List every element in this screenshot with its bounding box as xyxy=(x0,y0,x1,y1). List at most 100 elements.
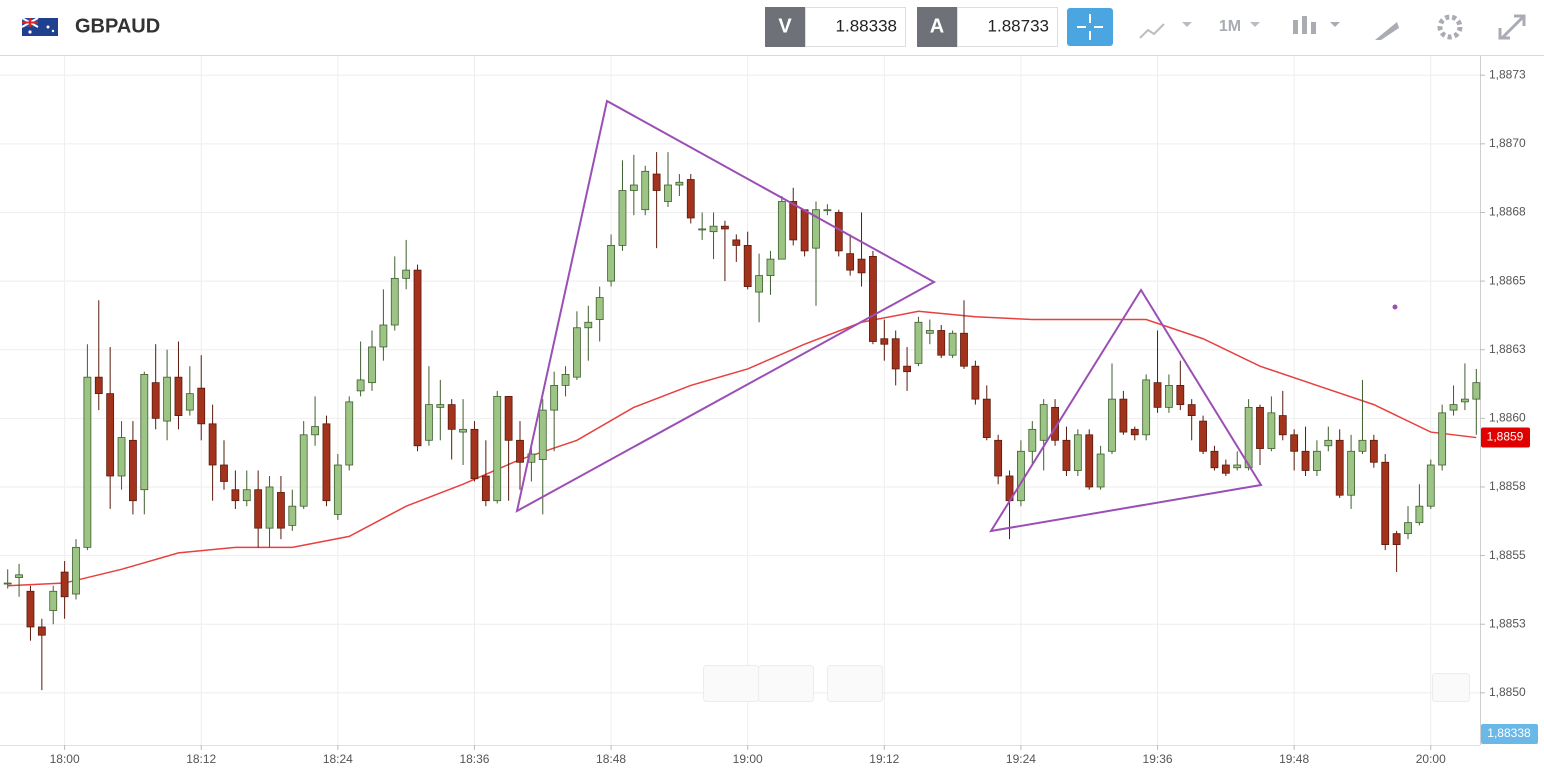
candle-body xyxy=(151,382,160,419)
candle-body xyxy=(185,393,194,411)
candle-body xyxy=(743,245,752,287)
candle-body xyxy=(1313,450,1321,471)
candle-body xyxy=(1176,385,1185,406)
y-tick-label: 1,8850 xyxy=(1489,685,1526,699)
candle-body xyxy=(1426,464,1435,507)
candle-body xyxy=(94,376,103,395)
candle-body xyxy=(1404,522,1412,535)
candle-body xyxy=(914,321,923,364)
candles-button[interactable] xyxy=(1293,16,1340,34)
y-tick-label: 1,8865 xyxy=(1489,273,1526,287)
candle-body xyxy=(709,225,718,233)
candle-body xyxy=(516,439,524,463)
sell-price-box xyxy=(805,7,906,47)
candle-body xyxy=(652,173,661,191)
crosshair-button[interactable] xyxy=(1067,8,1113,46)
candle-body xyxy=(686,179,695,219)
candle-body xyxy=(390,277,399,326)
candle-body xyxy=(846,253,855,271)
candle-body xyxy=(1165,385,1173,408)
timeframe[interactable]: 1M xyxy=(1219,18,1241,35)
y-tick-label: 1,8855 xyxy=(1489,548,1526,562)
candle-body xyxy=(618,190,627,246)
candle-body xyxy=(1153,382,1162,408)
candle-body xyxy=(140,374,149,491)
ma-label-box xyxy=(1481,427,1530,448)
candle-body xyxy=(1358,439,1367,452)
candle-body xyxy=(982,398,991,438)
fullscreen-button[interactable] xyxy=(1498,14,1526,40)
candle-body xyxy=(732,239,741,246)
sell-button[interactable] xyxy=(765,7,805,47)
candle-body xyxy=(607,245,615,282)
buy-label: A xyxy=(930,15,944,37)
candle-body xyxy=(1415,505,1424,524)
settings-button[interactable] xyxy=(1437,14,1463,40)
y-tick-label: 1,8868 xyxy=(1489,205,1526,219)
flag xyxy=(21,17,58,36)
candle-body xyxy=(675,181,684,186)
candle-body xyxy=(345,401,354,466)
candle-body xyxy=(573,327,581,378)
y-tick-label: 1,8863 xyxy=(1489,342,1526,356)
candle-body xyxy=(220,464,228,482)
candle-body xyxy=(1119,398,1128,433)
candle-body xyxy=(766,258,775,277)
candle-body xyxy=(72,546,80,595)
candle-body xyxy=(129,439,137,502)
candle-body xyxy=(333,464,342,515)
candle-body xyxy=(823,209,832,212)
candle-body xyxy=(1267,412,1276,449)
y-tick-label: 1,8860 xyxy=(1489,411,1526,425)
candle-body xyxy=(106,393,115,477)
candle-body xyxy=(721,225,729,230)
buy-button[interactable] xyxy=(917,7,957,47)
candle-body xyxy=(1461,398,1469,403)
candle-body xyxy=(242,489,251,502)
candle-body xyxy=(26,590,35,628)
candle-body xyxy=(1335,439,1344,496)
y-tick-label: 1,8873 xyxy=(1489,67,1526,81)
buy-price-box xyxy=(957,7,1058,47)
chart-type-button[interactable] xyxy=(1139,22,1192,39)
trend-drawings xyxy=(515,99,1398,533)
candle-body xyxy=(960,332,968,367)
candle-body xyxy=(83,376,92,548)
candle-body xyxy=(37,626,46,636)
x-tick-label: 19:36 xyxy=(1143,752,1173,766)
candle-body xyxy=(356,379,365,392)
candle-body xyxy=(425,404,433,441)
candle-body xyxy=(1039,404,1048,441)
candle-body xyxy=(277,492,285,529)
candle-body xyxy=(777,201,786,260)
candle-body xyxy=(869,255,877,342)
candle-body xyxy=(550,385,559,411)
buy-price: 1.88733 xyxy=(988,16,1049,35)
candle-body xyxy=(299,434,308,507)
candle-body xyxy=(470,428,479,480)
candle-body xyxy=(629,184,638,191)
symbol: GBPAUD xyxy=(75,15,160,37)
candle-body xyxy=(1130,428,1139,436)
candle-body xyxy=(1278,415,1287,436)
candle-body xyxy=(481,475,490,502)
timeframe-arrow xyxy=(1250,22,1260,27)
x-tick-label: 18:48 xyxy=(596,752,626,766)
candle-body xyxy=(1187,404,1196,416)
candle-body xyxy=(971,365,980,400)
x-tick-label: 18:36 xyxy=(459,752,489,766)
candle-body xyxy=(1449,404,1458,411)
candle-body xyxy=(1210,450,1219,469)
draw-button[interactable] xyxy=(1375,22,1399,40)
x-tick-label: 18:24 xyxy=(323,752,353,766)
candle-body xyxy=(1256,406,1264,449)
candle-body xyxy=(595,297,604,320)
y-tick-label: 1,8858 xyxy=(1489,479,1526,493)
candle-body xyxy=(1381,461,1390,546)
candle-body xyxy=(459,428,467,433)
nav-buttons[interactable] xyxy=(703,665,1470,702)
candle-body xyxy=(755,275,763,293)
candle-body xyxy=(948,332,957,356)
candle-body xyxy=(447,404,456,430)
